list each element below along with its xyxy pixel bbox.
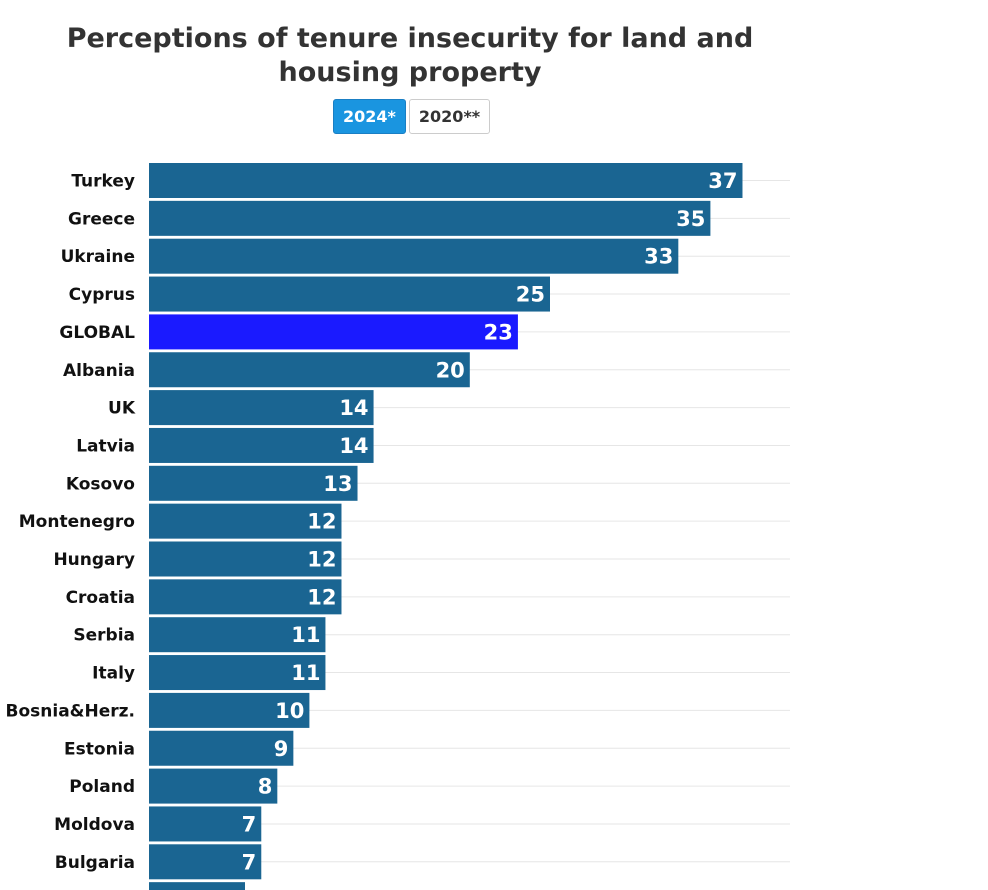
category-label: Greece [68, 209, 135, 229]
value-label: 13 [323, 472, 352, 496]
bar-albania[interactable] [149, 352, 470, 388]
bar-global[interactable] [149, 314, 518, 350]
value-label: 23 [484, 320, 513, 344]
value-label: 11 [291, 623, 320, 647]
bar-cyprus[interactable] [149, 276, 550, 312]
category-label: Italy [92, 664, 135, 684]
bar-ukraine[interactable] [149, 238, 679, 274]
bar-serbia[interactable] [149, 617, 326, 653]
category-label: Turkey [71, 172, 135, 192]
value-label: 37 [708, 169, 737, 193]
bar-layer [149, 163, 743, 890]
category-label: Latvia [76, 436, 135, 456]
toggle-2020-button[interactable]: 2020** [408, 99, 491, 134]
value-label: 11 [291, 661, 320, 685]
bar-bulgaria[interactable] [149, 844, 262, 880]
category-label: Hungary [53, 550, 135, 570]
bar-moldova[interactable] [149, 806, 262, 842]
category-label: Ukraine [61, 247, 135, 267]
label-layer: Turkey 37 Greece 35 Ukraine 33 Cyprus 25 GLOBAL 2… [6, 169, 738, 874]
category-label: Albania [63, 361, 135, 381]
value-label: 33 [644, 245, 673, 269]
category-label: Bosnia&Herz. [6, 701, 135, 721]
toggle-2024-button[interactable]: 2024* [333, 99, 406, 134]
value-label: 35 [676, 207, 705, 231]
category-label: Poland [69, 777, 135, 797]
category-label: Cyprus [69, 285, 135, 305]
value-label: 7 [242, 850, 257, 874]
bar-poland[interactable] [149, 768, 278, 804]
category-label: Bulgaria [55, 853, 135, 873]
bar-bosnia-herz-[interactable] [149, 692, 310, 728]
category-label: Estonia [64, 739, 135, 759]
chart-title: Perceptions of tenure insecurity for lan… [66, 23, 754, 88]
bar-hungary[interactable] [149, 541, 342, 577]
bar-uk[interactable] [149, 390, 374, 426]
bar-kosovo[interactable] [149, 465, 358, 501]
category-label: Moldova [54, 815, 135, 835]
bar-cutoff [149, 882, 245, 890]
value-label: 9 [274, 737, 289, 761]
bar-estonia[interactable] [149, 730, 294, 766]
bar-montenegro[interactable] [149, 503, 342, 539]
category-label: Kosovo [66, 474, 135, 494]
value-label: 25 [516, 283, 545, 307]
category-label: UK [108, 399, 136, 419]
value-label: 12 [307, 548, 336, 572]
category-label: Montenegro [19, 512, 135, 532]
year-toggle-group: 2024* 2020** [333, 99, 491, 134]
category-label: GLOBAL [59, 323, 135, 343]
bar-latvia[interactable] [149, 427, 374, 463]
category-label: Croatia [66, 588, 135, 608]
bar-turkey[interactable] [149, 163, 743, 198]
value-label: 14 [339, 396, 368, 420]
value-label: 14 [339, 434, 368, 458]
value-label: 20 [436, 358, 465, 382]
bar-croatia[interactable] [149, 579, 342, 615]
category-label: Serbia [73, 626, 135, 646]
bar-italy[interactable] [149, 655, 326, 691]
value-label: 8 [258, 775, 273, 799]
value-label: 10 [275, 699, 304, 723]
value-label: 12 [307, 510, 336, 534]
value-label: 12 [307, 585, 336, 609]
bar-greece[interactable] [149, 200, 711, 236]
value-label: 7 [242, 812, 257, 836]
